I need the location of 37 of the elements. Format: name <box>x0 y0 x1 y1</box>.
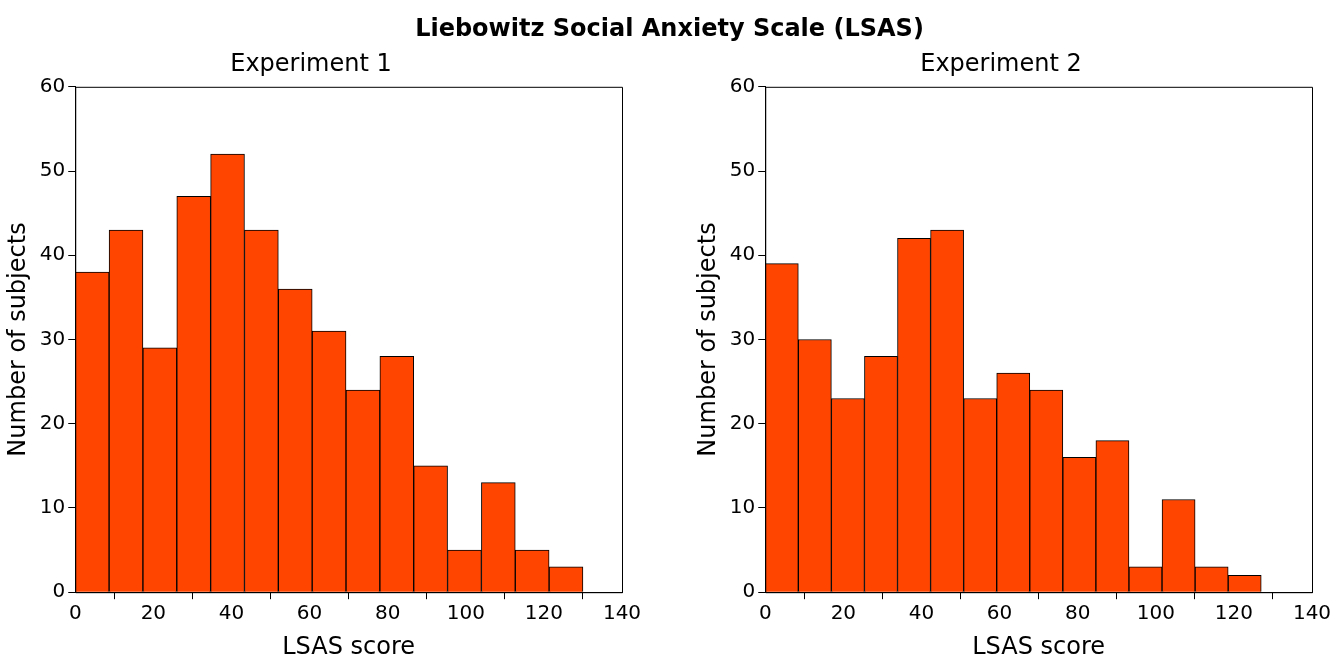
x-tick-label: 40 <box>218 600 245 625</box>
y-tick-label: 0 <box>52 578 66 603</box>
x-tick-label: 60 <box>296 600 323 625</box>
x-tick-label: 20 <box>830 600 857 625</box>
y-tick-label: 50 <box>39 157 66 182</box>
y-tick-label: 30 <box>729 325 756 350</box>
y-tick-label: 10 <box>729 494 756 519</box>
x-tick-label: 20 <box>140 600 167 625</box>
text: Liebowitz Social Anxiety Scale (LSAS) <box>414 14 925 42</box>
x-tick-label: 140 <box>1292 600 1332 625</box>
x-tick-label: 80 <box>374 600 401 625</box>
y-tick-label: 0 <box>742 578 756 603</box>
x-tick-label: 100 <box>1136 600 1175 625</box>
x-tick-label: 60 <box>986 600 1013 625</box>
chart-title: Experiment 1 <box>230 48 392 77</box>
x-tick-label: 100 <box>446 600 485 625</box>
y-tick-label: 20 <box>39 409 66 434</box>
x-tick-label: 140 <box>602 600 642 625</box>
y-tick-label: 60 <box>39 73 66 97</box>
y-tick-label: 10 <box>39 494 66 519</box>
y-tick-label: 40 <box>39 241 66 266</box>
y-tick-label: 60 <box>729 73 756 97</box>
x-axis-title: LSAS score <box>282 631 416 660</box>
y-tick-label: 30 <box>39 325 66 350</box>
y-tick-label: 20 <box>729 409 756 434</box>
x-axis-title: LSAS score <box>972 631 1106 660</box>
x-tick-label: 40 <box>908 600 935 625</box>
x-tick-label: 80 <box>1064 600 1091 625</box>
x-tick-label: 0 <box>68 600 82 625</box>
chart-title: Experiment 2 <box>920 48 1082 77</box>
y-tick-label: 50 <box>729 157 756 182</box>
y-axis-title: Number of subjects <box>692 222 721 457</box>
x-tick-label: 120 <box>1214 600 1253 625</box>
y-tick-label: 40 <box>729 241 756 266</box>
x-tick-label: 0 <box>758 600 772 625</box>
x-tick-label: 120 <box>524 600 563 625</box>
y-axis-title: Number of subjects <box>2 222 31 457</box>
